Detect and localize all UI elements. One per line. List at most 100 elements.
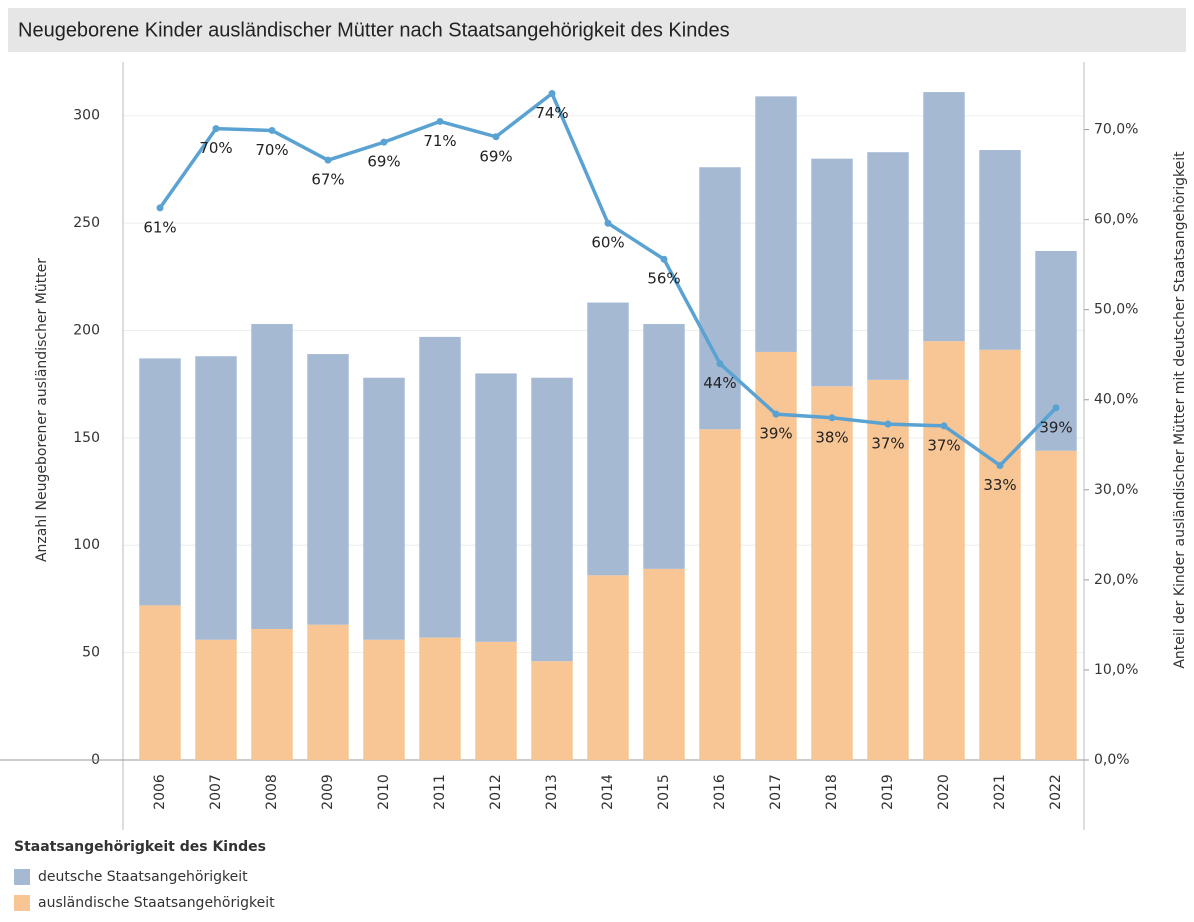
- line-point: [1052, 404, 1060, 412]
- bar: [139, 605, 181, 760]
- x-tick-label: 2022: [1048, 774, 1064, 810]
- x-tick-label: 2021: [992, 774, 1008, 810]
- x-tick-label: 2009: [320, 774, 336, 810]
- y-axis-title: Anzahl Neugeborener ausländischer Mütter: [34, 258, 50, 562]
- x-tick-label: 2015: [656, 774, 672, 810]
- line-point: [380, 138, 388, 146]
- y2-tick-label: 10,0%: [1094, 662, 1138, 678]
- line-point: [604, 219, 612, 227]
- bar: [139, 358, 181, 606]
- bar: [587, 302, 629, 576]
- data-label: 39%: [1039, 418, 1072, 436]
- bar: [1035, 250, 1077, 451]
- y-tick-label: 200: [73, 322, 100, 338]
- title-bar: [8, 8, 1186, 52]
- x-tick-label: 2016: [712, 774, 728, 810]
- line-point: [324, 156, 332, 164]
- data-label: 37%: [871, 435, 904, 453]
- y2-tick-label: 40,0%: [1094, 392, 1138, 408]
- data-label: 67%: [311, 171, 344, 189]
- data-label: 60%: [591, 234, 624, 252]
- legend-swatch: [14, 869, 30, 885]
- bar: [363, 639, 405, 760]
- x-tick-label: 2018: [824, 774, 840, 810]
- bar: [699, 429, 741, 760]
- line-point: [156, 204, 164, 212]
- line-point: [884, 420, 892, 428]
- line-point: [436, 117, 444, 125]
- data-label: 69%: [367, 153, 400, 171]
- x-tick-label: 2013: [544, 774, 560, 810]
- bar: [195, 639, 237, 760]
- x-tick-label: 2011: [432, 774, 448, 810]
- bar: [251, 628, 293, 760]
- x-tick-label: 2014: [600, 774, 616, 810]
- bar: [531, 377, 573, 662]
- x-tick-label: 2019: [880, 774, 896, 810]
- x-tick-label: 2010: [376, 774, 392, 810]
- y2-tick-label: 70,0%: [1094, 122, 1138, 138]
- bar: [699, 167, 741, 430]
- bar: [979, 150, 1021, 350]
- y2-tick-label: 50,0%: [1094, 302, 1138, 318]
- data-label: 70%: [255, 141, 288, 159]
- line-point: [268, 126, 276, 134]
- legend-swatch: [14, 895, 30, 911]
- y2-tick-label: 30,0%: [1094, 482, 1138, 498]
- bar: [307, 354, 349, 625]
- bar: [643, 568, 685, 760]
- y-tick-label: 300: [73, 108, 100, 124]
- bar: [755, 351, 797, 760]
- line-point: [996, 461, 1004, 469]
- bar: [755, 96, 797, 352]
- bar: [251, 324, 293, 629]
- line-point: [212, 125, 220, 133]
- bar: [475, 641, 517, 760]
- bar: [475, 373, 517, 642]
- y2-tick-label: 60,0%: [1094, 212, 1138, 228]
- legend-label: ausländische Staatsangehörigkeit: [38, 895, 275, 911]
- bar: [587, 575, 629, 760]
- line-point: [772, 410, 780, 418]
- bar: [419, 637, 461, 760]
- line-point: [828, 414, 836, 422]
- chart-title: Neugeborene Kinder ausländischer Mütter …: [18, 19, 730, 41]
- bar: [643, 324, 685, 569]
- bar: [363, 377, 405, 640]
- data-label: 70%: [199, 139, 232, 157]
- data-label: 38%: [815, 428, 848, 446]
- bar: [923, 92, 965, 342]
- data-label: 56%: [647, 270, 680, 288]
- y2-axis-title: Anteil der Kinder ausländischer Mütter m…: [1172, 151, 1188, 669]
- bar: [1035, 450, 1077, 760]
- bar: [531, 661, 573, 760]
- x-tick-label: 2020: [936, 774, 952, 810]
- bar: [979, 349, 1021, 760]
- x-tick-label: 2007: [208, 774, 224, 810]
- y2-tick-label: 0,0%: [1094, 752, 1130, 768]
- x-tick-label: 2006: [152, 774, 168, 810]
- bar: [811, 386, 853, 760]
- bar: [867, 152, 909, 380]
- y-tick-label: 50: [82, 645, 100, 661]
- x-tick-label: 2017: [768, 774, 784, 810]
- line-point: [548, 90, 556, 98]
- line-point: [940, 422, 948, 430]
- y-tick-label: 100: [73, 537, 100, 553]
- data-label: 39%: [759, 425, 792, 443]
- data-label: 44%: [703, 374, 736, 392]
- y-tick-label: 150: [73, 430, 100, 446]
- bar: [195, 356, 237, 640]
- y2-tick-label: 20,0%: [1094, 572, 1138, 588]
- legend-label: deutsche Staatsangehörigkeit: [38, 869, 248, 885]
- line-point: [492, 133, 500, 141]
- bar: [811, 158, 853, 387]
- data-label: 69%: [479, 147, 512, 165]
- data-label: 71%: [423, 132, 456, 150]
- x-tick-label: 2008: [264, 774, 280, 810]
- bar: [419, 336, 461, 638]
- bar: [867, 379, 909, 760]
- bar: [307, 624, 349, 760]
- bar: [923, 341, 965, 760]
